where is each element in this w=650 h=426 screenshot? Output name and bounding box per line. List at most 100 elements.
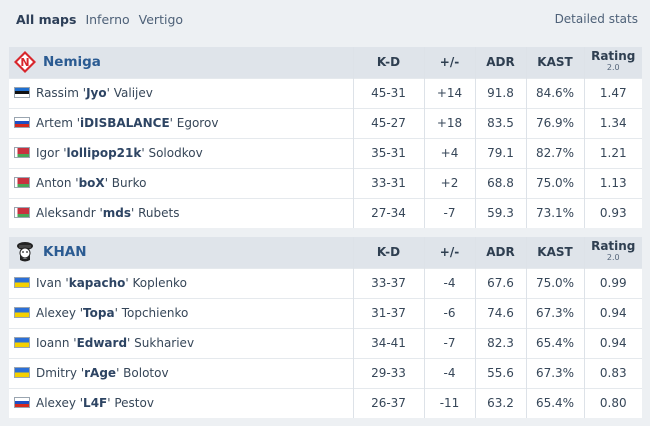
belarus-flag-icon — [14, 177, 30, 188]
player-cell: Aleksandr 'mds' Rubets — [9, 198, 354, 228]
ukraine-flag-icon — [14, 337, 30, 348]
player-nickname[interactable]: Jyo — [86, 86, 107, 100]
kast-value: 65.4% — [526, 388, 585, 418]
team-name[interactable]: KHAN — [43, 244, 87, 261]
col-adr: ADR — [475, 47, 527, 78]
plus-minus-value: -7 — [424, 198, 476, 228]
player-first-name: Igor ' — [36, 146, 67, 160]
rating-value: 0.94 — [599, 336, 627, 350]
player-first-name: Aleksandr ' — [36, 206, 103, 221]
player-first-name: Ivan ' — [36, 276, 69, 290]
player-cell: Igor 'lollipop21k' Solodkov — [9, 138, 354, 168]
tab-all-maps[interactable]: All maps — [16, 11, 77, 27]
nemiga-logo-icon: N — [14, 51, 36, 74]
plus-minus-value: +14 — [424, 78, 476, 108]
kd-value: 33-37 — [353, 268, 425, 298]
player-last-name: ' Topchienko — [114, 306, 189, 320]
kd-value: 34-41 — [353, 328, 425, 358]
player-last-name: ' Rubets — [131, 206, 180, 221]
team-header-row: N Nemiga K-D +/- ADR KAST Rating 2.0 — [9, 47, 642, 78]
map-tabs-bar: All maps Inferno Vertigo Detailed stats — [0, 0, 650, 38]
rating-value: 0.83 — [599, 366, 627, 380]
player-last-name: ' Bolotov — [116, 366, 169, 380]
player-row: Dmitry 'rAge' Bolotov 29-33 -4 55.6 67.3… — [9, 358, 642, 388]
player-cell: Alexey 'L4F' Pestov — [9, 388, 354, 418]
col-plus-minus: +/- — [424, 47, 476, 78]
ukraine-flag-icon — [14, 277, 30, 288]
player-row: Ivan 'kapacho' Koplenko 33-37 -4 67.6 75… — [9, 268, 642, 298]
kast-value: 65.4% — [526, 328, 585, 358]
kast-value: 75.0% — [526, 168, 585, 198]
col-rating: Rating 2.0 — [591, 49, 636, 73]
team-stats-table-khan: KHAN K-D +/- ADR KAST Rating 2.0 Ivan 'ka… — [9, 237, 642, 418]
col-plus-minus: +/- — [424, 237, 476, 268]
player-last-name: ' Burko — [104, 176, 147, 190]
player-first-name: Rassim ' — [36, 86, 87, 100]
team-name-cell: N Nemiga — [9, 47, 354, 78]
plus-minus-value: -7 — [424, 328, 476, 358]
team-header-row: KHAN K-D +/- ADR KAST Rating 2.0 — [9, 237, 642, 268]
player-last-name: ' Egorov — [169, 116, 219, 130]
player-row: Alexey 'Topa' Topchienko 31-37 -6 74.6 6… — [9, 298, 642, 328]
player-cell: Ivan 'kapacho' Koplenko — [9, 268, 354, 298]
adr-value: 63.2 — [475, 388, 527, 418]
col-rating: Rating 2.0 — [591, 239, 636, 263]
tab-inferno[interactable]: Inferno — [85, 11, 130, 27]
ukraine-flag-icon — [14, 367, 30, 378]
player-nickname[interactable]: kapacho — [68, 276, 126, 290]
kast-value: 73.1% — [526, 198, 585, 228]
rating-value: 0.93 — [599, 206, 627, 221]
col-kast: KAST — [526, 47, 585, 78]
estonia-flag-icon — [14, 87, 30, 98]
svg-text:N: N — [20, 56, 29, 69]
tab-vertigo[interactable]: Vertigo — [138, 11, 184, 27]
player-nickname[interactable]: boX — [78, 176, 105, 190]
plus-minus-value: -4 — [424, 268, 476, 298]
player-nickname[interactable]: Edward — [76, 336, 128, 350]
kast-value: 67.3% — [526, 358, 585, 388]
player-first-name: Dmitry ' — [36, 366, 85, 380]
player-row: Ioann 'Edward' Sukhariev 34-41 -7 82.3 6… — [9, 328, 642, 358]
team-stats-table-nemiga: N Nemiga K-D +/- ADR KAST Rating 2.0 Rass… — [9, 47, 642, 228]
plus-minus-value: -4 — [424, 358, 476, 388]
player-last-name: ' Pestov — [107, 396, 154, 411]
player-nickname[interactable]: iDISBALANCE — [80, 116, 170, 130]
rating-value: 1.13 — [599, 176, 627, 190]
belarus-flag-icon — [14, 147, 30, 158]
player-row: Aleksandr 'mds' Rubets 27-34 -7 59.3 73.… — [9, 198, 642, 228]
player-row: Rassim 'Jyo' Valijev 45-31 +14 91.8 84.6… — [9, 78, 642, 108]
player-nickname[interactable]: mds — [102, 206, 131, 221]
player-row: Anton 'boX' Burko 33-31 +2 68.8 75.0% 1.… — [9, 168, 642, 198]
player-nickname[interactable]: L4F — [83, 396, 108, 411]
adr-value: 79.1 — [475, 138, 527, 168]
player-nickname[interactable]: Topa — [83, 306, 115, 320]
detailed-stats-link[interactable]: Detailed stats — [554, 12, 638, 26]
rating-value: 0.99 — [599, 276, 627, 290]
rating-value: 1.21 — [599, 146, 627, 160]
adr-value: 67.6 — [475, 268, 527, 298]
adr-value: 68.8 — [475, 168, 527, 198]
player-first-name: Alexey ' — [36, 306, 84, 320]
player-row: Igor 'lollipop21k' Solodkov 35-31 +4 79.… — [9, 138, 642, 168]
player-nickname[interactable]: rAge — [84, 366, 117, 380]
kast-value: 75.0% — [526, 268, 585, 298]
russia-flag-icon — [14, 397, 30, 409]
kd-value: 45-27 — [353, 108, 425, 138]
plus-minus-value: -11 — [424, 388, 476, 418]
team-name[interactable]: Nemiga — [43, 54, 101, 71]
kd-value: 26-37 — [353, 388, 425, 418]
kast-value: 76.9% — [526, 108, 585, 138]
player-first-name: Artem ' — [36, 116, 81, 130]
kd-value: 33-31 — [353, 168, 425, 198]
player-nickname[interactable]: lollipop21k — [66, 146, 142, 160]
plus-minus-value: +2 — [424, 168, 476, 198]
player-cell: Anton 'boX' Burko — [9, 168, 354, 198]
plus-minus-value: +18 — [424, 108, 476, 138]
player-cell: Artem 'iDISBALANCE' Egorov — [9, 108, 354, 138]
team-2-rows: Ivan 'kapacho' Koplenko 33-37 -4 67.6 75… — [9, 268, 642, 418]
team-1-rows: Rassim 'Jyo' Valijev 45-31 +14 91.8 84.6… — [9, 78, 642, 228]
rating-value: 0.80 — [599, 396, 627, 411]
adr-value: 91.8 — [475, 78, 527, 108]
player-first-name: Alexey ' — [36, 396, 84, 411]
